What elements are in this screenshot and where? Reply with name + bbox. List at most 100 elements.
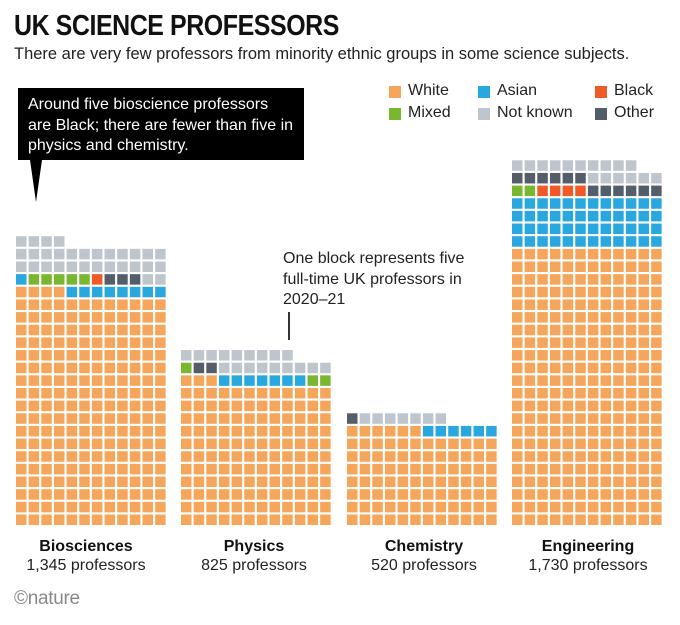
block-engineering-white <box>524 286 536 298</box>
block-engineering-white <box>625 324 637 336</box>
block-physics-white <box>256 413 268 424</box>
legend-label-not-known: Not known <box>497 104 573 121</box>
block-physics-not-known <box>256 362 268 374</box>
block-biosciences-white <box>66 476 78 488</box>
block-chemistry-white <box>460 451 472 462</box>
block-biosciences-white <box>155 451 166 462</box>
block-biosciences-white <box>66 388 78 399</box>
block-engineering-white <box>651 337 662 348</box>
block-chemistry-white <box>435 463 447 475</box>
block-physics-white <box>307 388 318 399</box>
block-engineering-asian <box>613 198 624 209</box>
block-physics-white <box>231 425 243 437</box>
block-chemistry-white <box>460 501 472 513</box>
block-chemistry-white <box>448 476 459 488</box>
block-chemistry-white <box>460 438 472 450</box>
block-engineering-white <box>600 324 612 336</box>
block-biosciences-asian <box>91 286 103 298</box>
block-engineering-other <box>651 185 662 197</box>
block-biosciences-white <box>66 489 78 500</box>
block-engineering-white <box>613 463 624 475</box>
block-engineering-asian <box>613 223 624 235</box>
block-chemistry-white <box>448 489 459 500</box>
block-biosciences-white <box>41 362 52 374</box>
block-biosciences-white <box>142 514 153 525</box>
block-biosciences-white <box>91 501 103 513</box>
block-engineering-white <box>575 375 586 386</box>
block-biosciences-not-known <box>142 261 153 272</box>
block-engineering-white <box>537 400 548 412</box>
block-biosciences-white <box>91 375 103 386</box>
block-biosciences-white <box>91 463 103 475</box>
block-physics-white <box>218 501 230 513</box>
block-engineering-white <box>625 514 637 525</box>
block-biosciences-black <box>91 274 103 285</box>
block-biosciences-not-known <box>16 236 27 247</box>
block-engineering-white <box>587 299 599 310</box>
block-engineering-white <box>524 451 536 462</box>
block-biosciences-white <box>104 324 116 336</box>
block-engineering-white <box>524 463 536 475</box>
block-engineering-white <box>651 463 662 475</box>
block-biosciences-white <box>41 489 52 500</box>
block-engineering-asian <box>575 236 586 247</box>
block-biosciences-white <box>66 400 78 412</box>
block-biosciences-white <box>28 362 40 374</box>
block-physics-white <box>206 489 217 500</box>
block-biosciences-white <box>91 324 103 336</box>
block-chemistry-not-known <box>372 413 383 424</box>
block-physics-white <box>294 501 306 513</box>
block-physics-white <box>269 425 281 437</box>
block-chemistry-not-known <box>410 413 421 424</box>
block-physics-white <box>294 514 306 525</box>
block-engineering-white <box>537 274 548 285</box>
block-engineering-white <box>600 425 612 437</box>
block-biosciences-white <box>142 388 153 399</box>
block-engineering-white <box>625 438 637 450</box>
block-engineering-not-known <box>575 160 586 171</box>
legend-swatch-mixed <box>389 108 401 120</box>
block-engineering-asian <box>549 198 561 209</box>
block-engineering-asian <box>562 223 574 235</box>
block-physics-white <box>206 375 217 386</box>
block-biosciences-white <box>142 413 153 424</box>
block-biosciences-white <box>28 324 40 336</box>
legend-label-asian: Asian <box>497 82 538 99</box>
block-physics-white <box>256 388 268 399</box>
block-physics-white <box>269 489 281 500</box>
block-biosciences-white <box>41 476 52 488</box>
block-chemistry-white <box>410 425 421 437</box>
block-engineering-other <box>587 185 599 197</box>
block-chemistry-white <box>359 476 371 488</box>
block-physics-white <box>282 388 293 399</box>
block-biosciences-other <box>104 274 116 285</box>
block-biosciences-white <box>91 400 103 412</box>
block-physics-white <box>206 400 217 412</box>
block-engineering-asian <box>524 210 536 222</box>
block-chemistry-not-known <box>422 413 434 424</box>
block-physics-white <box>218 388 230 399</box>
block-engineering-white <box>600 312 612 323</box>
block-engineering-white <box>549 489 561 500</box>
block-chemistry-white <box>448 451 459 462</box>
legend-swatch-white <box>389 86 401 98</box>
block-engineering-white <box>549 337 561 348</box>
block-chemistry-white <box>422 463 434 475</box>
block-biosciences-white <box>28 312 40 323</box>
block-physics-white <box>307 501 318 513</box>
block-biosciences-white <box>16 286 27 298</box>
block-engineering-white <box>625 476 637 488</box>
block-physics-white <box>231 413 243 424</box>
block-engineering-white <box>651 286 662 298</box>
block-engineering-other <box>600 185 612 197</box>
block-chemistry-white <box>359 514 371 525</box>
block-physics-white <box>244 438 255 450</box>
block-biosciences-white <box>28 350 40 361</box>
block-engineering-asian <box>549 210 561 222</box>
block-engineering-white <box>651 438 662 450</box>
legend-label-black: Black <box>614 82 654 99</box>
block-biosciences-mixed <box>53 274 65 285</box>
callout-pointer <box>30 160 42 202</box>
block-biosciences-white <box>104 350 116 361</box>
block-biosciences-white <box>53 286 65 298</box>
